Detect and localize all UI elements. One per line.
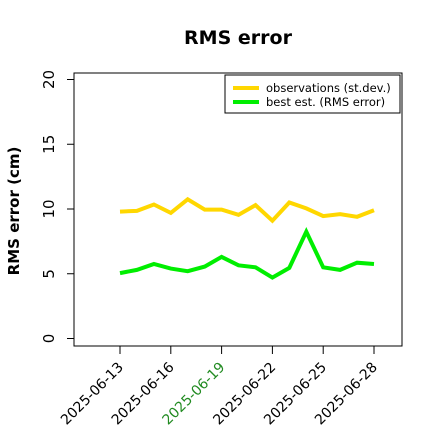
y-tick-label: 5 [40,269,58,279]
legend-label: observations (st.dev.) [266,81,391,95]
legend: observations (st.dev.)best est. (RMS err… [225,75,400,113]
series-line-2 [120,232,374,278]
y-tick-label: 15 [40,135,58,154]
y-tick-label: 20 [40,70,58,89]
legend-label: best est. (RMS error) [266,95,385,109]
series-2 [120,232,374,278]
series-1 [120,199,374,220]
chart-title: RMS error [184,27,293,49]
series-layer [120,199,374,277]
x-axis: 2025-06-132025-06-162025-06-192025-06-22… [58,346,381,428]
y-axis: 0 5 10 15 20 [40,70,74,343]
y-tick-label: 10 [40,199,58,218]
series-line-1 [120,199,374,220]
y-tick-label: 0 [40,334,58,344]
y-axis-label: RMS error (cm) [5,147,23,276]
